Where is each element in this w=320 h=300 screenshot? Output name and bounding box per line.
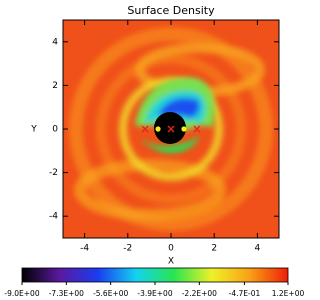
x-tick-label: 4 bbox=[255, 244, 261, 254]
x-tick-label: 0 bbox=[168, 244, 174, 254]
marker-x bbox=[193, 125, 201, 133]
y-tick-label: 4 bbox=[52, 37, 58, 47]
x-tick-label: -2 bbox=[123, 244, 132, 254]
marker-x bbox=[141, 125, 149, 133]
colorbar-tick-label: -3.9E+00 bbox=[137, 289, 172, 298]
y-tick-label: -4 bbox=[49, 212, 58, 222]
colorbar-tick-label: -5.6E+00 bbox=[93, 289, 128, 298]
colorbar-tick-label: -4.7E-01 bbox=[229, 289, 261, 298]
chart: Surface Density X Y -4 -2 0 2 4 -4 -2 0 2 4 -9.0E+… bbox=[4, 4, 305, 298]
y-tick-label: 0 bbox=[52, 125, 58, 135]
marker-x-stroke bbox=[193, 125, 201, 133]
colorbar-tick-label: 1.2E+00 bbox=[272, 289, 305, 298]
y-tick-label: 2 bbox=[52, 81, 58, 91]
colorbar-tick-label: -9.0E+00 bbox=[4, 289, 39, 298]
chart-title: Surface Density bbox=[127, 4, 215, 17]
marker-x bbox=[167, 125, 175, 133]
density-field bbox=[63, 20, 279, 238]
colorbar-tick-label: -7.3E+00 bbox=[49, 289, 84, 298]
marker-dot bbox=[181, 126, 187, 132]
colorbar-tick-label: -2.2E+00 bbox=[182, 289, 217, 298]
x-tick-label: -4 bbox=[80, 244, 89, 254]
x-axis-label: X bbox=[168, 257, 174, 267]
y-axis-label: Y bbox=[30, 125, 37, 135]
marker-dot bbox=[155, 126, 161, 132]
x-tick-label: 2 bbox=[211, 244, 217, 254]
colorbar bbox=[21, 267, 289, 283]
marker-x-stroke bbox=[167, 125, 175, 133]
marker-x-stroke bbox=[141, 125, 149, 133]
y-tick-label: -2 bbox=[49, 168, 58, 178]
